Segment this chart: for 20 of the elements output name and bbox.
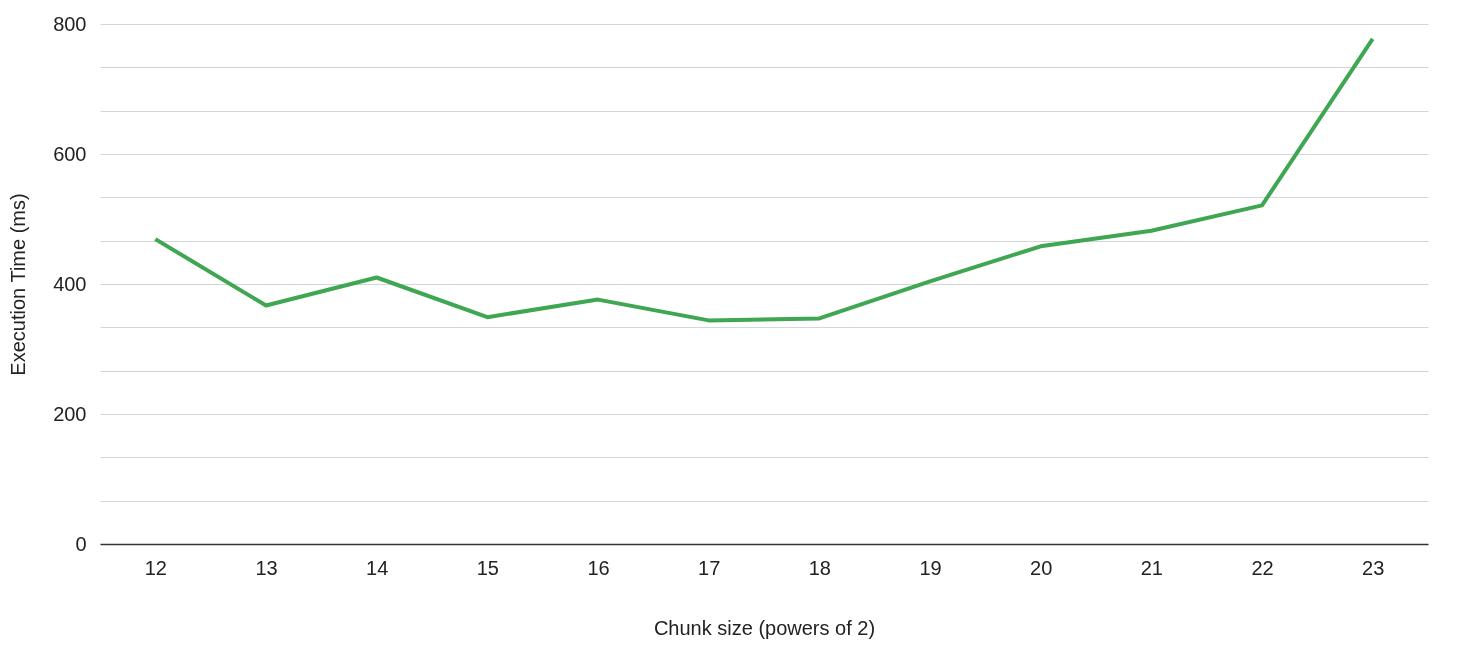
y-tick-label: 0: [75, 532, 87, 555]
x-tick-label: 23: [1362, 556, 1385, 579]
x-tick-label: 21: [1140, 556, 1163, 579]
x-tick-label: 17: [698, 556, 721, 579]
y-tick-label: 800: [53, 12, 87, 35]
y-tick-label: 600: [53, 142, 87, 165]
x-tick-label: 13: [255, 556, 278, 579]
x-tick-label: 14: [366, 556, 389, 579]
x-tick-label: 19: [919, 556, 942, 579]
x-axis-title: Chunk size (powers of 2): [653, 616, 876, 639]
x-tick-label: 20: [1030, 556, 1053, 579]
x-tick-label: 22: [1251, 556, 1274, 579]
line-series: [153, 36, 1375, 323]
y-tick-label: 400: [53, 272, 87, 295]
y-tick-label: 200: [53, 402, 87, 425]
y-axis-title: Execution Time (ms): [7, 193, 30, 376]
x-tick-label: 16: [587, 556, 610, 579]
x-tick-label: 18: [808, 556, 831, 579]
x-tick-label: 15: [476, 556, 499, 579]
x-tick-label: 12: [144, 556, 167, 579]
